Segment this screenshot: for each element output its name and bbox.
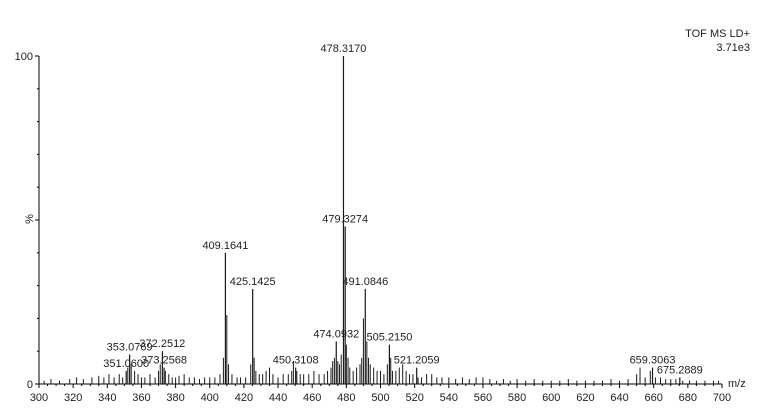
x-tick-label: 440 (269, 392, 287, 404)
x-tick-label: 300 (30, 392, 48, 404)
x-tick-label: 380 (166, 392, 184, 404)
x-axis-title: m/z (728, 378, 746, 390)
peak-label: 521.2059 (394, 355, 440, 367)
x-tick-label: 500 (371, 392, 389, 404)
x-tick-label: 340 (98, 392, 116, 404)
x-tick-label: 420 (235, 392, 253, 404)
x-tick-label: 400 (201, 392, 219, 404)
peak-label: 373.2568 (141, 355, 187, 367)
peak-label: 474.0932 (313, 328, 359, 340)
intensity-label: 3.71e3 (716, 42, 750, 54)
x-tick-label: 600 (542, 392, 560, 404)
x-tick-label: 580 (508, 392, 526, 404)
x-tick-label: 680 (679, 392, 697, 404)
peak-label: 505.2150 (366, 332, 412, 344)
peak-label: 409.1641 (202, 240, 248, 252)
x-tick-label: 640 (610, 392, 628, 404)
x-tick-label: 560 (474, 392, 492, 404)
instrument-label: TOF MS LD+ (685, 28, 750, 40)
y-tick-label: 0 (27, 379, 33, 391)
x-tick-label: 700 (713, 392, 731, 404)
x-tick-label: 540 (440, 392, 458, 404)
x-ticks: 300 320 340 360 380 400 420 440 460 480 500 520 540 5… (30, 384, 731, 404)
peak-labels: 478.3170 479.3274 409.1641 425.1425 491.0846… (103, 43, 703, 376)
x-tick-label: 460 (303, 392, 321, 404)
x-tick-label: 320 (64, 392, 82, 404)
x-tick-label: 520 (405, 392, 423, 404)
x-tick-label: 620 (576, 392, 594, 404)
x-tick-label: 660 (645, 392, 663, 404)
y-tick-label: 100 (15, 51, 33, 63)
x-tick-label: 480 (337, 392, 355, 404)
peak-label: 675.2889 (657, 364, 703, 376)
peak-label: 479.3274 (322, 214, 368, 226)
peak-label: 353.0769 (107, 341, 153, 353)
x-tick-label: 360 (132, 392, 150, 404)
y-axis-title: % (24, 214, 36, 224)
labeled-peaks (125, 56, 681, 384)
peak-label: 659.3063 (630, 355, 676, 367)
peak-label: 372.2512 (139, 338, 185, 350)
peak-label: 351.0600 (103, 358, 149, 370)
peak-label: 478.3170 (321, 43, 367, 55)
peak-label: 491.0846 (342, 276, 388, 288)
y-ticks: 0 100 (15, 51, 39, 391)
peak-label: 425.1425 (230, 276, 276, 288)
peak-label: 450.3108 (273, 355, 319, 367)
minor-peaks (43, 315, 720, 384)
